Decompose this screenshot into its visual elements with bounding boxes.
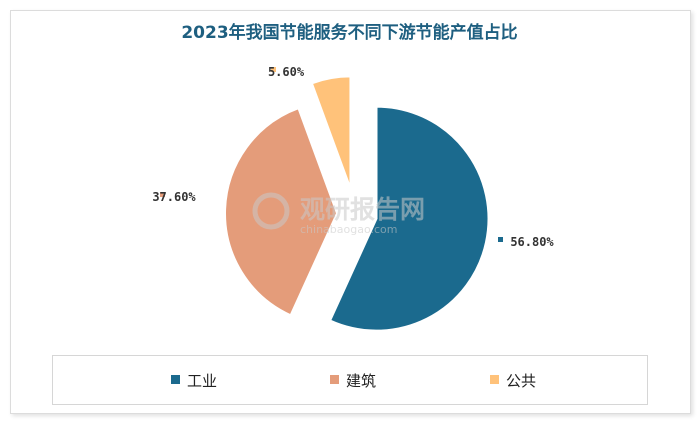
legend-item-industry: 工业	[171, 370, 217, 391]
legend-swatch	[490, 375, 499, 384]
watermark-url: chinabaogao.com	[300, 223, 398, 236]
watermark: 观研报告网 chinabaogao.com	[252, 192, 425, 236]
slice-industry	[328, 105, 490, 332]
chart-title: 2023年我国节能服务不同下游节能产值占比	[181, 23, 518, 43]
legend: 工业 建筑 公共	[52, 355, 648, 405]
data-label-marker	[160, 192, 165, 197]
watermark-text: 观研报告网	[300, 195, 425, 224]
legend-swatch	[330, 375, 339, 384]
slice-public	[310, 75, 352, 189]
legend-swatch	[171, 375, 180, 384]
legend-item-public: 公共	[490, 370, 536, 391]
data-label: 5.60%	[268, 65, 305, 79]
data-label-marker	[498, 237, 503, 242]
watermark-logo-icon	[252, 192, 290, 230]
pie-slices	[224, 75, 490, 332]
data-label: 56.80%	[510, 235, 554, 249]
legend-label: 建筑	[346, 372, 377, 390]
data-labels: 56.80% 37.60% 5.60%	[152, 65, 554, 249]
legend-item-building: 建筑	[330, 370, 376, 391]
slice-building	[224, 106, 339, 317]
legend-label: 公共	[506, 372, 537, 390]
legend-label: 工业	[187, 372, 218, 390]
data-label-marker	[271, 67, 276, 72]
data-label: 37.60%	[152, 190, 196, 204]
